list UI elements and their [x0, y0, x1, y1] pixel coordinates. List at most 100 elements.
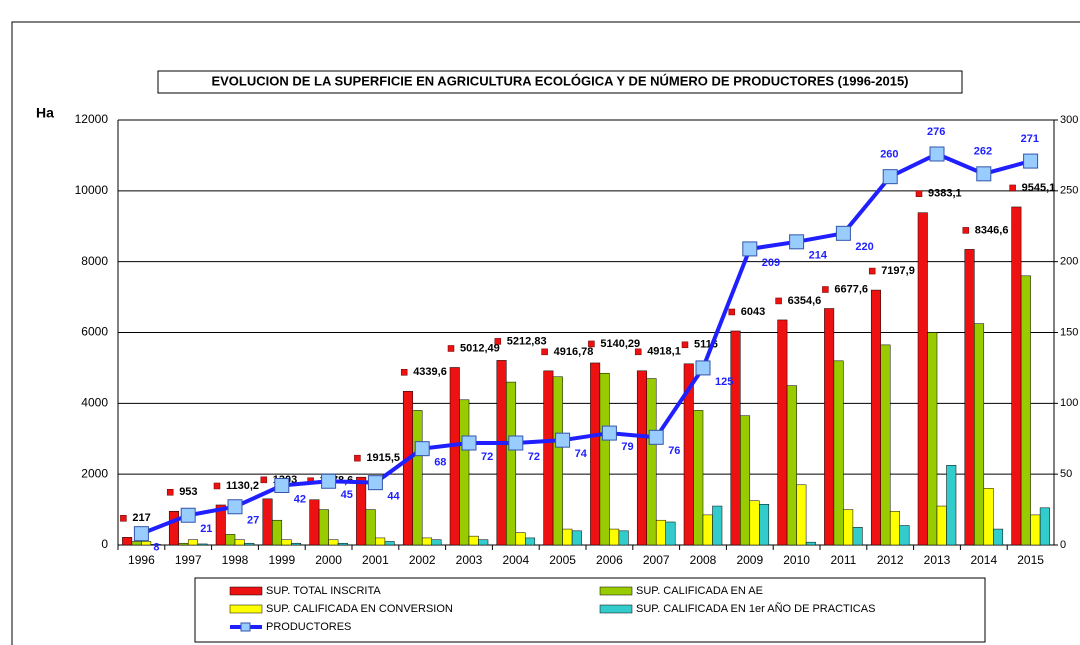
bar — [609, 528, 620, 546]
bar — [974, 323, 985, 546]
point — [835, 225, 851, 241]
data-label: 5140,29 — [600, 338, 640, 350]
bar — [459, 399, 470, 546]
point — [601, 425, 617, 441]
label-marker — [915, 190, 923, 197]
bar — [665, 521, 676, 546]
label-marker — [120, 515, 127, 522]
bar — [824, 308, 835, 546]
title-box — [157, 70, 963, 94]
bar — [215, 504, 226, 546]
bar — [636, 370, 647, 546]
data-label: 260 — [880, 149, 898, 161]
y-tick-label: 0 — [101, 537, 108, 551]
x-tick-label: 2012 — [877, 553, 904, 567]
y-tick-label: 10000 — [75, 183, 109, 197]
data-label: 76 — [668, 445, 680, 457]
bar — [927, 332, 938, 546]
label-marker — [868, 267, 876, 275]
legend-marker — [240, 622, 251, 632]
bar — [562, 528, 573, 546]
bar — [178, 542, 189, 546]
point — [882, 169, 898, 185]
bar — [244, 542, 255, 546]
bar — [365, 509, 376, 546]
bar — [187, 539, 198, 546]
data-label: 27 — [247, 515, 259, 527]
bar — [740, 415, 751, 546]
label-marker — [822, 286, 829, 293]
bar — [693, 410, 704, 546]
y2-tick-label: 0 — [1060, 539, 1066, 551]
bar — [141, 541, 152, 546]
legend-label: SUP. CALIFICADA EN CONVERSION — [266, 603, 453, 615]
bar — [702, 514, 713, 546]
x-tick-label: 2013 — [924, 553, 951, 567]
label-marker — [634, 348, 642, 356]
bar — [449, 367, 460, 546]
bar — [786, 385, 797, 546]
legend-label: SUP. CALIFICADA EN AE — [636, 585, 763, 597]
data-label: 4916,78 — [554, 346, 594, 358]
bar — [402, 391, 413, 546]
label-marker — [494, 338, 502, 345]
data-label: 6677,6 — [834, 283, 868, 295]
frame — [11, 21, 1080, 645]
x-tick-label: 1997 — [175, 553, 202, 567]
data-label: 262 — [974, 146, 992, 158]
bar — [543, 370, 554, 546]
bar — [496, 360, 507, 546]
bar — [899, 525, 910, 546]
y2-tick-label: 150 — [1060, 326, 1078, 338]
x-tick-label: 2000 — [315, 553, 342, 567]
bar — [515, 532, 526, 546]
point — [414, 441, 430, 457]
bar — [852, 527, 863, 546]
bar — [843, 509, 854, 546]
point — [976, 166, 992, 182]
label-marker — [447, 345, 455, 352]
x-tick-label: 2008 — [690, 553, 717, 567]
data-label: 271 — [1021, 133, 1039, 145]
label-marker — [728, 308, 736, 316]
x-tick-label: 2007 — [643, 553, 670, 567]
x-tick-label: 2015 — [1017, 553, 1044, 567]
bar — [337, 542, 348, 546]
y2-tick-label: 300 — [1060, 114, 1078, 126]
label-marker — [166, 488, 174, 496]
data-label: 8346,6 — [975, 224, 1009, 236]
bar — [421, 537, 432, 546]
data-label: 953 — [179, 486, 197, 498]
data-label: 4918,1 — [647, 346, 681, 358]
x-tick-label: 2009 — [736, 553, 763, 567]
bar — [655, 519, 666, 546]
data-label: 72 — [481, 451, 493, 463]
x-tick-label: 2005 — [549, 553, 576, 567]
data-label: 214 — [809, 250, 828, 262]
x-tick-label: 2006 — [596, 553, 623, 567]
x-tick-label: 2010 — [783, 553, 810, 567]
bar — [618, 530, 629, 546]
bar — [749, 500, 760, 546]
bar — [571, 530, 582, 546]
data-label: 9545,1 — [1022, 182, 1056, 194]
bar — [1011, 206, 1022, 546]
bar — [805, 541, 816, 546]
data-label: 1915,5 — [366, 452, 400, 464]
point — [789, 234, 805, 250]
point — [742, 241, 758, 257]
bar — [1030, 514, 1041, 546]
bar — [759, 504, 770, 546]
label-marker — [400, 369, 408, 376]
label-marker — [775, 297, 782, 305]
legend-box — [194, 577, 986, 643]
bar — [234, 539, 245, 546]
data-label: 9383,1 — [928, 188, 962, 200]
x-tick-label: 1999 — [268, 553, 295, 567]
data-label: 5212,83 — [507, 335, 547, 347]
y-tick-label: 8000 — [81, 254, 108, 268]
bar — [384, 541, 395, 546]
bar — [225, 534, 236, 546]
point — [321, 473, 337, 489]
point — [461, 435, 477, 451]
